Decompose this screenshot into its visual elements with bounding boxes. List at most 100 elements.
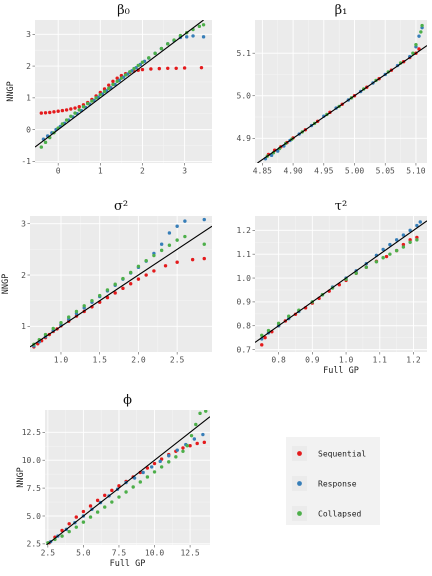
point-collapsed bbox=[81, 520, 86, 524]
point-collapsed bbox=[408, 240, 412, 244]
point-collapsed bbox=[88, 515, 93, 519]
point-sequential bbox=[77, 105, 81, 109]
point-collapsed bbox=[260, 333, 264, 337]
legend-label: Collapsed bbox=[318, 510, 362, 519]
x-tick-label: 2.0 bbox=[131, 356, 146, 365]
point-collapsed bbox=[69, 114, 73, 118]
point-collapsed bbox=[159, 46, 164, 51]
x-tick-label: 5.0 bbox=[76, 549, 91, 558]
point-sequential bbox=[95, 498, 100, 503]
point-sequential bbox=[415, 235, 419, 240]
point-collapsed bbox=[276, 321, 281, 326]
panel-tau2: 0.8 0.9 1.0 1.1 1.2 0.7 0.8 0.9 1.0 1.1 1.2 τ² Full … bbox=[237, 199, 427, 376]
y-tick-label: 2.5 bbox=[27, 540, 42, 549]
point-collapsed bbox=[74, 309, 79, 314]
point-sequential bbox=[195, 441, 199, 446]
point-collapsed bbox=[119, 76, 124, 80]
point-sequential bbox=[140, 67, 145, 72]
point-sequential bbox=[182, 66, 187, 70]
point-sequential bbox=[163, 264, 168, 268]
x-tick-label: 5.05 bbox=[376, 167, 395, 176]
point-collapsed bbox=[167, 460, 171, 464]
y-tick-label: 1.1 bbox=[237, 250, 252, 259]
x-tick-label: 10.0 bbox=[145, 549, 164, 558]
x-tick-label: 0 bbox=[56, 167, 61, 176]
panel-title: σ² bbox=[114, 199, 128, 214]
point-collapsed bbox=[60, 122, 65, 126]
point-collapsed bbox=[144, 258, 148, 263]
y-tick-label: -1 bbox=[21, 157, 31, 166]
point-collapsed bbox=[113, 282, 117, 286]
point-collapsed bbox=[374, 260, 379, 264]
y-tick-label: 3 bbox=[26, 30, 31, 39]
x-tick-label: 5.00 bbox=[345, 167, 364, 176]
point-collapsed bbox=[124, 490, 128, 494]
point-collapsed bbox=[107, 86, 111, 91]
point-collapsed bbox=[147, 56, 151, 60]
point-sequential bbox=[144, 273, 148, 277]
point-response bbox=[175, 448, 179, 452]
point-collapsed bbox=[287, 314, 291, 318]
panel-background bbox=[30, 216, 212, 352]
point-collapsed bbox=[138, 480, 142, 484]
point-response bbox=[167, 231, 172, 235]
y-tick-label: 7.5 bbox=[27, 484, 42, 493]
point-sequential bbox=[190, 257, 195, 262]
point-sequential bbox=[199, 65, 204, 70]
point-response bbox=[401, 233, 406, 237]
point-response bbox=[158, 459, 162, 464]
x-tick-label: 1 bbox=[98, 167, 103, 176]
point-response bbox=[175, 224, 179, 228]
y-tick-label: 2 bbox=[21, 271, 26, 280]
point-response bbox=[388, 242, 392, 247]
y-tick-label: 10.0 bbox=[22, 456, 41, 465]
point-collapsed bbox=[167, 243, 172, 247]
panel-background bbox=[255, 216, 427, 352]
point-collapsed bbox=[128, 70, 132, 74]
point-collapsed bbox=[94, 96, 98, 100]
point-sequential bbox=[128, 282, 133, 286]
point-collapsed bbox=[388, 252, 392, 256]
x-tick-label: 1.5 bbox=[92, 356, 107, 365]
y-tick-label: 4.9 bbox=[237, 134, 252, 143]
point-sequential bbox=[202, 440, 207, 445]
point-collapsed bbox=[85, 101, 90, 106]
point-sequential bbox=[60, 108, 65, 113]
y-tick-label: 0.8 bbox=[237, 322, 252, 331]
point-collapsed bbox=[77, 108, 81, 112]
point-response bbox=[201, 35, 206, 39]
point-collapsed bbox=[39, 145, 44, 149]
point-collapsed bbox=[183, 234, 187, 239]
panel-background bbox=[35, 20, 212, 163]
panel-beta1: 4.85 4.90 4.95 5.00 5.05 5.10 4.9 5.0 5.1 β₁ bbox=[237, 3, 427, 176]
point-collapsed bbox=[166, 42, 170, 46]
point-response bbox=[202, 217, 206, 222]
y-tick-label: 0.7 bbox=[237, 345, 252, 354]
y-tick-label: 1.2 bbox=[237, 226, 252, 235]
point-sequential bbox=[149, 67, 153, 71]
point-collapsed bbox=[153, 51, 157, 56]
point-collapsed bbox=[364, 265, 368, 269]
point-sequential bbox=[166, 66, 170, 71]
legend-marker bbox=[297, 511, 302, 516]
y-tick-label: 1 bbox=[26, 94, 31, 103]
point-sequential bbox=[175, 260, 179, 264]
y-tick-label: 0.9 bbox=[237, 298, 252, 307]
x-axis-title: Full GP bbox=[323, 366, 359, 376]
point-response bbox=[192, 437, 197, 441]
y-axis-title: NNGP bbox=[6, 81, 16, 101]
y-tick-label: 0 bbox=[26, 125, 31, 134]
legend-label: Response bbox=[318, 480, 357, 489]
point-sequential bbox=[111, 79, 115, 84]
point-collapsed bbox=[202, 242, 206, 246]
point-collapsed bbox=[140, 60, 145, 64]
point-collapsed bbox=[266, 328, 271, 333]
point-sequential bbox=[64, 108, 69, 112]
point-sequential bbox=[152, 461, 157, 466]
panel-beta0: 0 1 2 3 -1 0 1 2 3 β₀ NNGP bbox=[6, 3, 212, 176]
point-collapsed bbox=[102, 89, 107, 94]
x-tick-label: 1.2 bbox=[406, 356, 421, 365]
x-tick-label: 12.5 bbox=[180, 549, 199, 558]
legend-item-response: Response bbox=[292, 476, 357, 491]
